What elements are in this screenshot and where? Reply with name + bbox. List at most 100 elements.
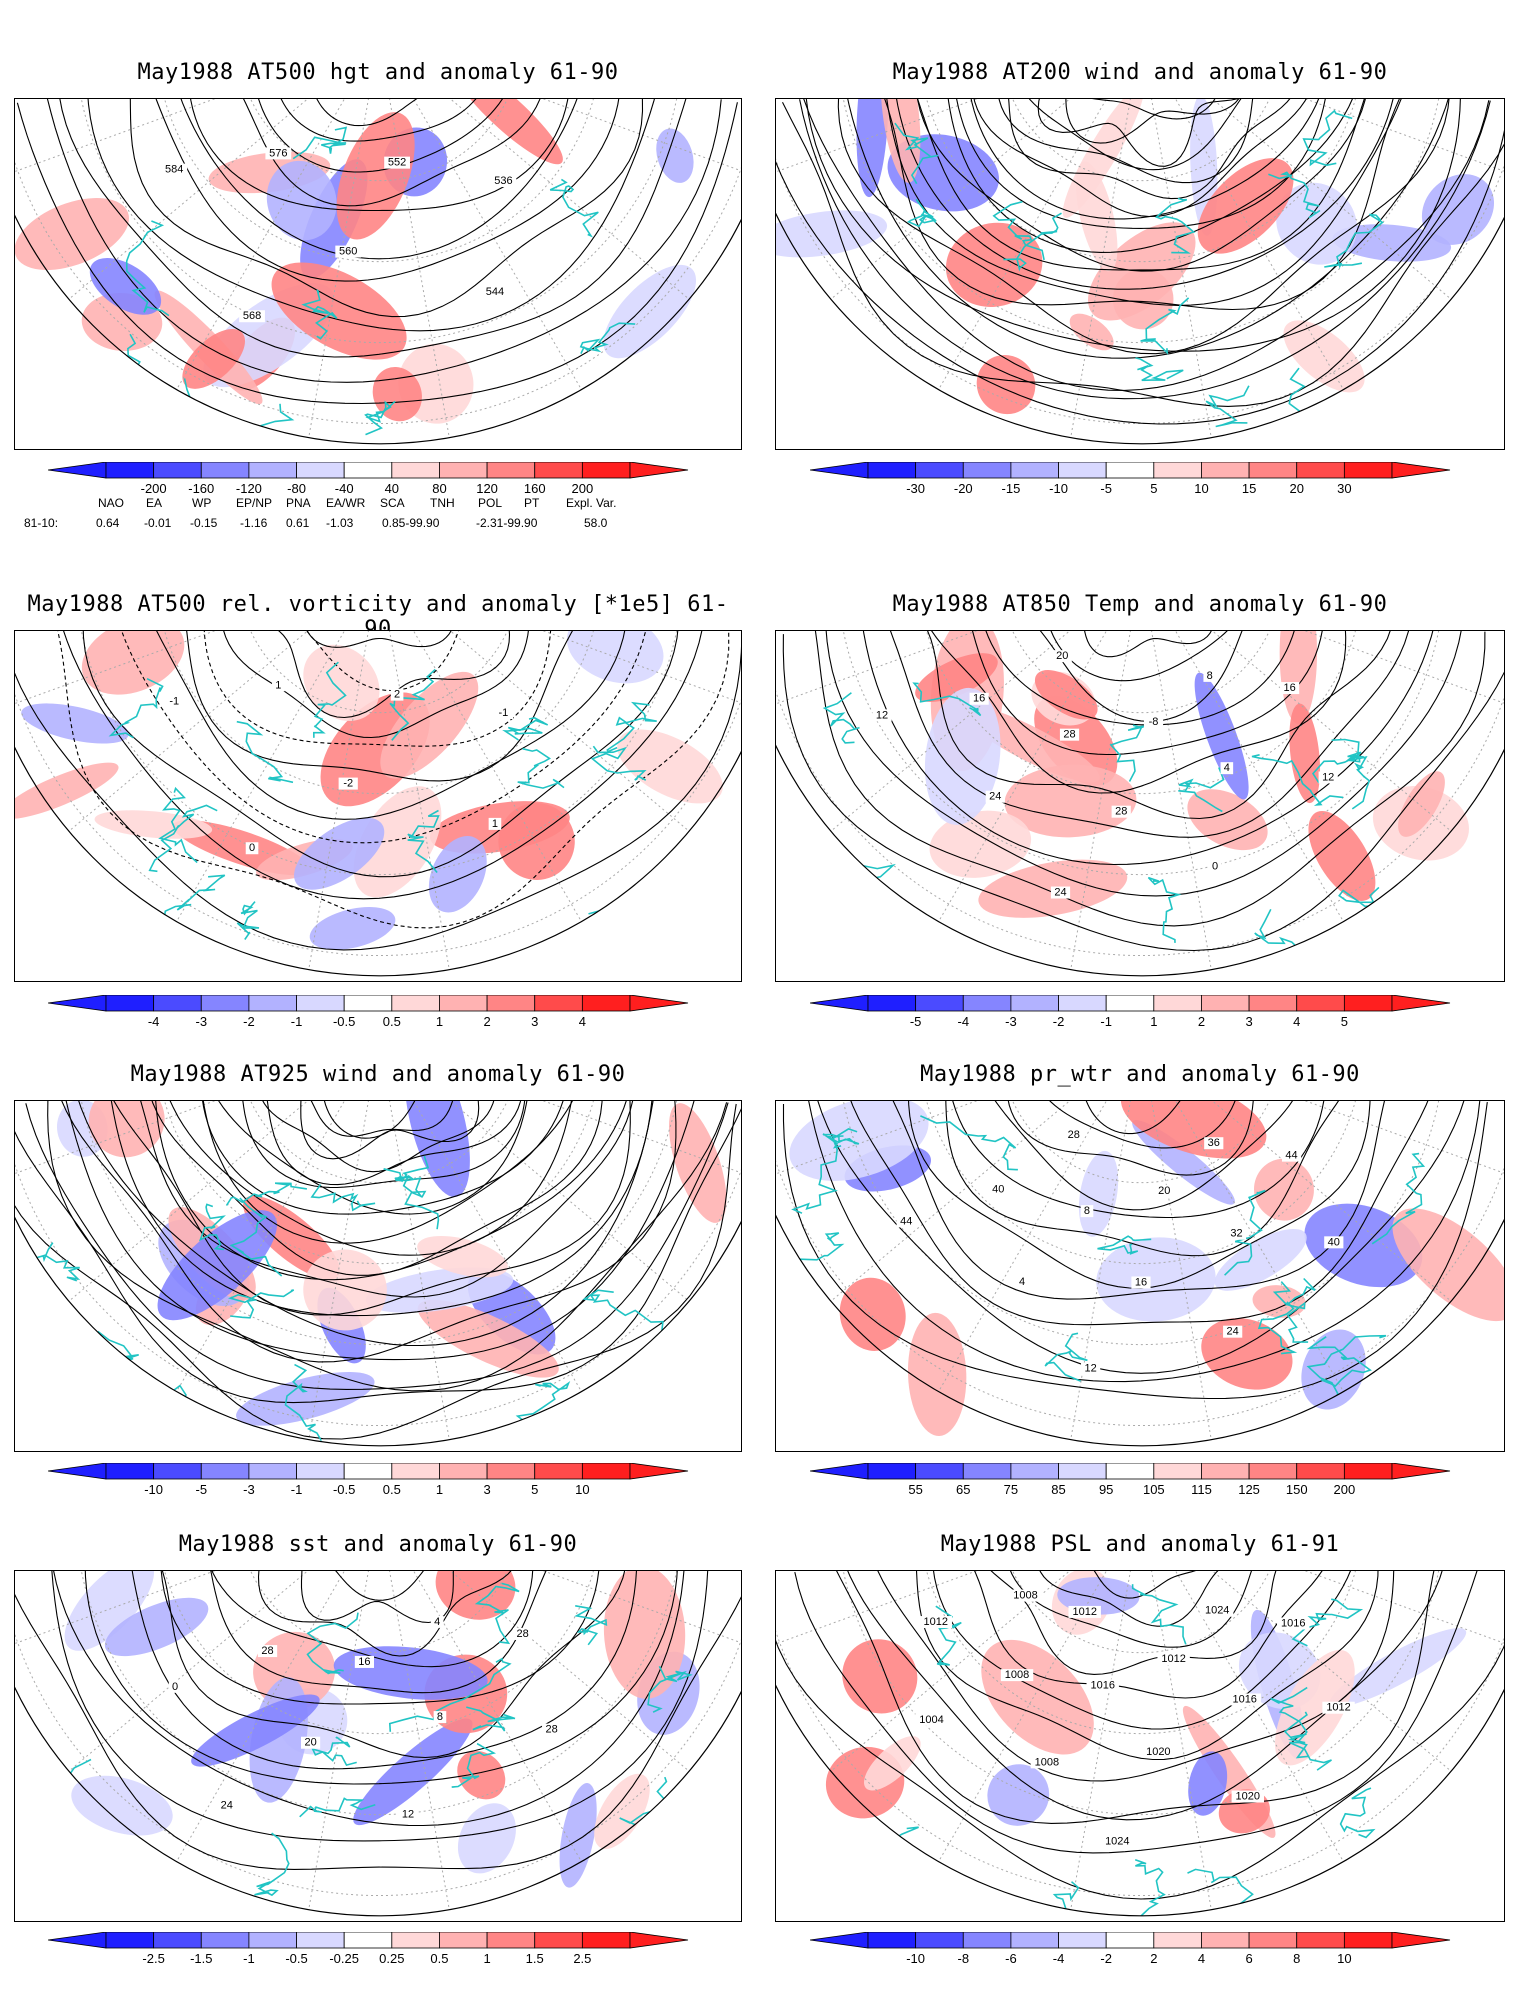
colorbar-tick-label: -200 [140, 481, 167, 496]
positive-anomaly-area [1398, 771, 1445, 837]
colorbar-tick-label: 2 [483, 1014, 491, 1029]
coastline [1052, 1881, 1096, 1916]
contour-label: -1 [499, 707, 509, 719]
contour-line [272, 631, 474, 692]
coastline [1131, 1584, 1187, 1645]
colorbar: 55 65 75 85 95 105 115 125 150 200 [810, 1463, 1470, 1503]
coastline [913, 928, 945, 976]
colorbar-max-arrow [629, 462, 689, 479]
negative-anomaly-area [1329, 1628, 1467, 1708]
contour-label: 12 [402, 1808, 414, 1820]
coastline [312, 661, 347, 738]
coastline [1109, 724, 1146, 782]
coastline [1306, 1336, 1372, 1387]
teleconnection-value: 0.85-99.90 [382, 516, 440, 530]
colorbar-tick-label: -4 [957, 1014, 970, 1029]
coastline [108, 677, 164, 739]
contour-line [805, 99, 1462, 352]
negative-anomaly-area [559, 1783, 597, 1888]
teleconnection-value: -0.15 [190, 516, 218, 530]
contour-line [799, 99, 1491, 400]
coastline [236, 901, 260, 940]
contour-line [1041, 631, 1254, 682]
colorbar-max-arrow [629, 1932, 689, 1949]
panel-title: May1988 AT850 Temp and anomaly 61-90 [892, 592, 1388, 617]
contour-label: 28 [1115, 806, 1127, 818]
colorbar-segment [1343, 995, 1393, 1012]
coastline [778, 1890, 828, 1916]
map-frame: 1016 1012 1024 1016 1020 1012 1020 1024 1016 1008… [775, 1570, 1505, 1922]
teleconnection-value: -2.31-99.90 [476, 516, 538, 530]
coastline [144, 1384, 189, 1423]
colorbar-tick-label: 15 [1241, 481, 1257, 496]
contour-line [978, 631, 1301, 726]
coastline [992, 200, 1045, 261]
colorbar-tick-label: -2 [1052, 1014, 1065, 1029]
coastline [83, 388, 164, 444]
contour-line [182, 631, 586, 782]
negative-anomaly-area [266, 160, 337, 241]
positive-anomaly-area [453, 99, 563, 165]
contour-label: 1016 [1281, 1617, 1305, 1629]
contour-line [996, 99, 1263, 184]
latitude-gridline [836, 631, 1446, 876]
teleconnection-table: NAO EA WP EP/NP PNA EA/WR SCA TNH POL PT Expl. Var… [0, 496, 740, 536]
colorbar-tick-label: 115 [1191, 1482, 1212, 1497]
coastline [822, 692, 860, 744]
colorbar-segment [867, 995, 917, 1012]
colorbar-tick-label: 200 [1333, 1482, 1356, 1497]
hemisphere-boundary [776, 744, 1504, 977]
coastline [158, 786, 198, 864]
colorbar-tick-label: -5 [1100, 481, 1112, 496]
coastline [1283, 1711, 1332, 1771]
contour-line [239, 1101, 527, 1189]
colorbar-segment [153, 995, 202, 1012]
colorbar-tick-label: 8 [1293, 1951, 1301, 1966]
latitude-gridline [836, 1101, 1446, 1346]
colorbar-tick-label: 0.5 [382, 1014, 401, 1029]
contour-line [944, 1101, 1353, 1257]
contour-line [952, 99, 1330, 229]
coastline [1295, 406, 1354, 444]
colorbar-segment [1201, 1932, 1250, 1949]
contour-label: 32 [1230, 1228, 1242, 1240]
contour-line [872, 1571, 1395, 1782]
colorbar-segment [105, 1932, 155, 1949]
map-panel-p6: May1988 pr_wtr and anomaly 61-90 44 40 36 32… [775, 1062, 1505, 1452]
colorbar: -2.5 -1.5 -1 -0.5 -0.25 0.25 0.5 1 1.5 2.5 [48, 1932, 708, 1972]
contour-line [1006, 1101, 1259, 1176]
contour-label: 44 [1285, 1150, 1297, 1162]
colorbar-tick-label: -3 [195, 1014, 208, 1029]
coastline [588, 904, 640, 931]
coastline [1147, 876, 1182, 943]
polar-map: 16 12 8 4 0 -8 28 24 28 24 20 16 12 [776, 631, 1504, 977]
colorbar-segment [867, 1463, 917, 1480]
contour-label: 1012 [1072, 1606, 1096, 1618]
contour-line [61, 631, 704, 900]
coastline [606, 701, 657, 753]
colorbar-segment [915, 462, 964, 479]
colorbar-segment [1058, 1932, 1107, 1949]
colorbar-tick-label: 20 [1289, 481, 1304, 496]
colorbar-tick-label: 10 [575, 1482, 590, 1497]
positive-anomaly-area [417, 1235, 508, 1278]
positive-anomaly-area [907, 1312, 967, 1436]
contour-line [919, 631, 1347, 794]
contour-line [803, 99, 1490, 391]
coastline [1154, 197, 1196, 254]
contour-line [945, 99, 1361, 253]
colorbar-segment [153, 1463, 202, 1480]
negative-anomaly-area [21, 703, 129, 744]
contour-line [816, 1101, 1466, 1374]
colorbar: -4 -3 -2 -1 -0.5 0.5 1 2 3 4 [48, 995, 708, 1035]
colorbar-tick-label: -10 [1049, 481, 1068, 496]
coastline [148, 804, 218, 873]
polar-map: 1016 1012 1024 1016 1020 1012 1020 1024 1016 1008… [776, 1571, 1504, 1917]
colorbar-min-arrow [48, 995, 107, 1012]
map-frame [775, 98, 1505, 450]
colorbar-segment [1058, 1463, 1107, 1480]
contour-label: 28 [1063, 729, 1075, 741]
coastline [102, 1865, 159, 1916]
colorbar: -200 -160 -120 -80 -40 40 80 120 160 200 [48, 462, 708, 502]
colorbar-tick-label: 55 [908, 1482, 923, 1497]
